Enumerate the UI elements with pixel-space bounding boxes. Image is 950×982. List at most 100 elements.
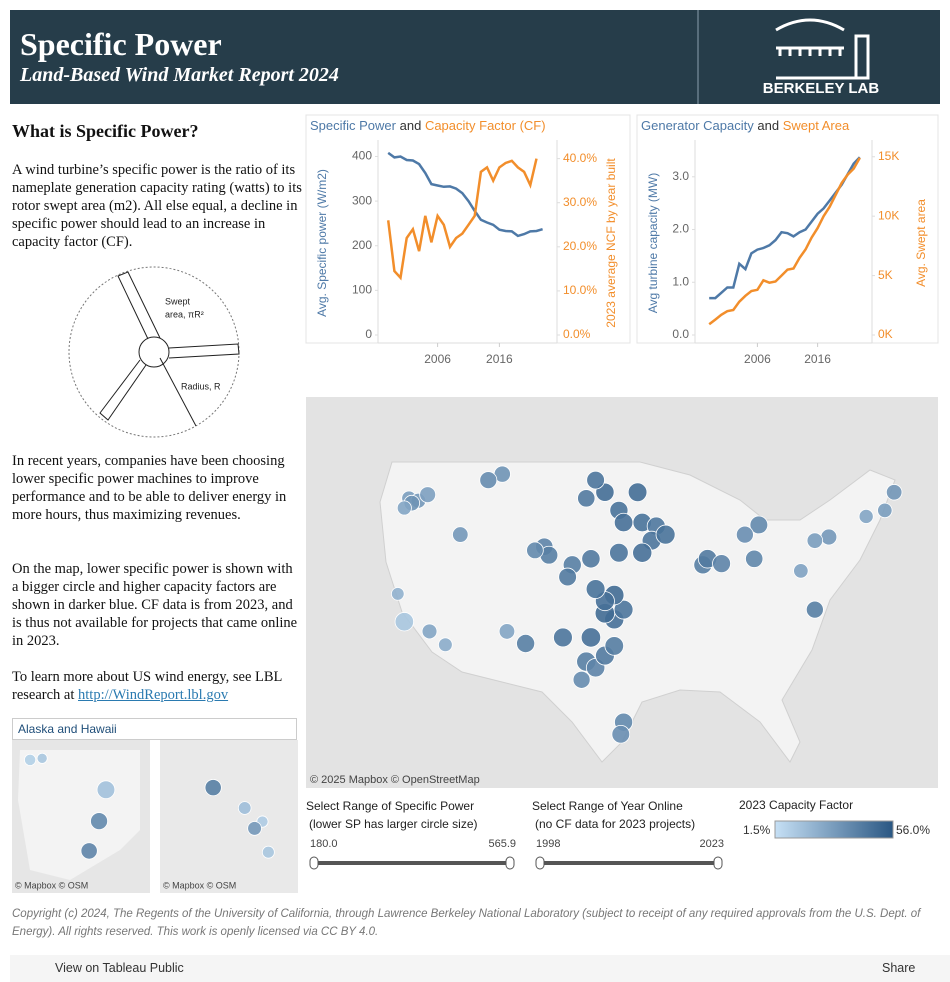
paragraph: To learn more about US wind energy, see … — [12, 668, 302, 704]
diagram-label: Radius, R — [181, 381, 221, 391]
project — [90, 812, 109, 831]
project — [655, 524, 676, 545]
project — [820, 528, 838, 546]
filter-subtitle: (no CF data for 2023 projects) — [535, 817, 696, 831]
project — [609, 542, 629, 563]
project — [204, 779, 222, 797]
range-min: 1998 — [536, 838, 561, 850]
slider-handle[interactable] — [713, 856, 723, 870]
toolbar-button[interactable]: View on Tableau Public — [55, 961, 184, 975]
y-axis-label: Avg. Specific power (W/m2) — [315, 169, 329, 317]
link[interactable]: http://WindReport.lbl.gov — [78, 687, 229, 703]
filter-subtitle: (lower SP has larger circle size) — [309, 817, 478, 831]
project — [498, 623, 516, 640]
project — [604, 636, 625, 656]
project — [80, 842, 98, 860]
subtitle: Land-Based Wind Market Report 2024 — [20, 64, 339, 86]
toolbar — [10, 955, 950, 982]
project — [613, 599, 634, 620]
paragraph: In recent years, companies have been cho… — [12, 453, 287, 523]
project — [581, 549, 601, 569]
x-tick-label: 2016 — [486, 352, 513, 366]
slider-handle[interactable] — [309, 856, 319, 870]
project — [805, 600, 824, 619]
y-tick-label: 300 — [352, 193, 372, 207]
logo-text: BERKELEY LAB — [763, 80, 880, 97]
project — [858, 508, 874, 524]
project — [396, 500, 412, 516]
slider-handle[interactable] — [535, 856, 545, 870]
project — [247, 821, 262, 836]
series-line — [387, 151, 543, 238]
paragraph: On the map, lower specific power is show… — [12, 561, 298, 649]
map-attribution: © 2025 Mapbox © OpenStreetMap — [310, 774, 480, 786]
project — [572, 670, 591, 689]
chart-title: Specific Power and Capacity Factor (CF) — [310, 118, 546, 133]
filter-title: Select Range of Year Online — [532, 799, 683, 813]
y2-tick-label: 0.0% — [563, 327, 591, 341]
y2-tick-label: 15K — [878, 149, 899, 163]
project — [452, 526, 469, 543]
project — [712, 554, 731, 574]
series-line — [709, 156, 861, 300]
project — [479, 471, 498, 490]
filter-title: Select Range of Specific Power — [306, 799, 475, 813]
series-line — [386, 158, 538, 281]
slider-track — [538, 861, 718, 865]
paragraph: A wind turbine’s specific power is the r… — [12, 162, 302, 250]
diagram-label: Swept — [165, 296, 191, 306]
slider-track — [312, 861, 510, 865]
y2-tick-label: 5K — [878, 268, 893, 282]
project — [586, 470, 605, 490]
project — [885, 484, 903, 501]
title-part: and — [400, 118, 422, 133]
project — [793, 563, 809, 579]
y2-tick-label: 30.0% — [563, 195, 597, 209]
y2-tick-label: 20.0% — [563, 239, 597, 253]
slider-handle[interactable] — [505, 856, 515, 870]
project — [261, 845, 275, 859]
y-tick-label: 0 — [365, 327, 372, 341]
project — [632, 542, 653, 563]
project — [24, 753, 37, 766]
y-tick-label: 0.0 — [672, 327, 689, 341]
range-min: 180.0 — [310, 838, 338, 850]
y-tick-label: 1.0 — [672, 274, 689, 288]
title-part: Swept Area — [783, 118, 850, 133]
legend-ramp — [774, 820, 894, 839]
x-tick-label: 2016 — [804, 352, 831, 366]
series-line — [708, 157, 861, 326]
y-tick-label: 3.0 — [672, 169, 689, 183]
inset-title: Alaska and Hawaii — [12, 718, 297, 740]
project — [394, 612, 415, 632]
title-part: Specific Power — [310, 118, 397, 133]
y-tick-label: 100 — [352, 283, 372, 297]
project — [627, 482, 648, 503]
project — [806, 532, 824, 549]
map-attribution: © Mapbox © OSM — [163, 880, 236, 890]
chart-title: Generator Capacity and Swept Area — [641, 118, 850, 133]
y2-tick-label: 0K — [878, 327, 893, 341]
y-axis-label: Avg turbine capacity (MW) — [646, 173, 660, 314]
x-tick-label: 2006 — [424, 352, 451, 366]
y2-axis-label: 2023 average NCF by year built — [604, 158, 618, 328]
project — [237, 801, 252, 815]
project — [36, 752, 48, 764]
title: Specific Power — [20, 26, 222, 62]
toolbar-button[interactable]: Share — [882, 961, 916, 975]
paragraph-text: To learn more about US wind energy, see … — [12, 669, 282, 703]
project — [553, 627, 573, 648]
legend-max: 56.0% — [896, 823, 931, 837]
title-part: Generator Capacity — [641, 118, 754, 133]
legend-title: 2023 Capacity Factor — [739, 798, 854, 812]
project — [516, 634, 536, 653]
project — [558, 567, 577, 587]
y-tick-label: 2.0 — [672, 222, 689, 236]
project — [735, 525, 754, 544]
sidebar-heading: What is Specific Power? — [12, 121, 199, 141]
diagram-label: area, πR² — [165, 309, 204, 319]
us-land — [379, 461, 896, 763]
y2-axis-label: Avg. Swept area — [914, 199, 928, 287]
project — [419, 486, 437, 504]
